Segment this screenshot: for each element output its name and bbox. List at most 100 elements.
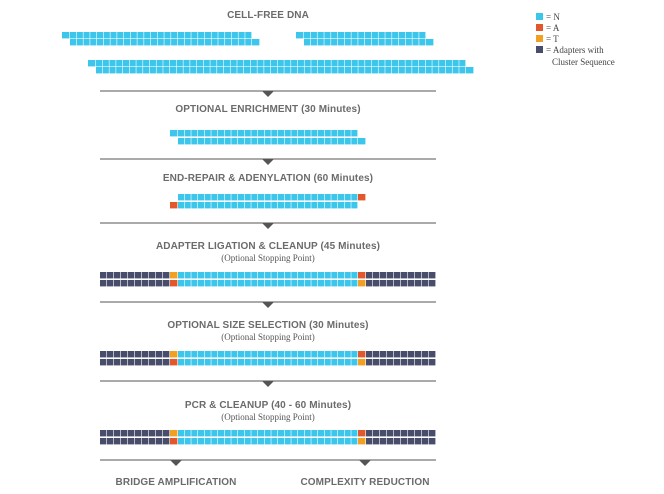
n-base-block: [459, 60, 466, 67]
n-base-block: [378, 67, 385, 74]
n-base-block: [76, 39, 83, 46]
n-base-block: [196, 60, 204, 67]
n-base-block: [237, 60, 244, 67]
adapter-block: [394, 280, 401, 287]
adapter-block: [149, 280, 156, 287]
n-base-block: [251, 351, 258, 358]
n-base-block: [351, 67, 358, 74]
n-base-block: [264, 138, 271, 145]
n-base-block: [291, 138, 298, 145]
n-base-block: [344, 138, 351, 145]
adapter-block: [135, 272, 142, 279]
adapter-block: [366, 430, 373, 437]
n-base-block: [244, 138, 251, 145]
n-base-block: [284, 194, 291, 201]
n-base-block: [190, 67, 197, 74]
n-base-block: [338, 280, 345, 287]
n-base-block: [358, 39, 365, 46]
n-base-block: [318, 202, 325, 209]
n-base-block: [331, 280, 338, 287]
n-base-block: [224, 280, 231, 287]
n-base-block: [211, 130, 218, 137]
adapter-block: [128, 430, 135, 437]
n-base-block: [204, 32, 211, 39]
n-base-block: [250, 60, 257, 67]
adapter-block: [149, 351, 156, 358]
n-base-block: [304, 272, 311, 279]
adapter-block: [422, 359, 429, 366]
n-base-block: [170, 130, 178, 137]
adapter-block: [135, 359, 142, 366]
n-base-block: [144, 39, 151, 46]
t-overhang-block: [170, 430, 178, 437]
n-base-block: [191, 359, 198, 366]
n-base-block: [203, 67, 210, 74]
n-base-block: [157, 32, 164, 39]
n-base-block: [198, 351, 205, 358]
n-base-block: [251, 138, 258, 145]
n-base-block: [191, 130, 198, 137]
divider-5: [100, 380, 436, 387]
n-base-block: [204, 138, 211, 145]
n-base-block: [231, 202, 238, 209]
adapter-block: [100, 430, 107, 437]
n-base-block: [311, 60, 318, 67]
n-base-block: [217, 67, 224, 74]
n-base-block: [70, 32, 77, 39]
n-base-block: [351, 280, 358, 287]
n-base-block: [83, 39, 90, 46]
n-base-block: [385, 67, 392, 74]
adapter-block: [163, 359, 170, 366]
n-base-block: [191, 272, 198, 279]
n-base-block: [318, 67, 325, 74]
n-base-block: [184, 202, 191, 209]
adapter-block: [387, 438, 394, 445]
adapter-block: [366, 351, 373, 358]
n-base-block: [258, 272, 265, 279]
n-base-block: [298, 280, 305, 287]
a-overhang-block: [358, 351, 366, 358]
output-bridge-amplification: BRIDGE AMPLIFICATION: [116, 477, 237, 488]
n-base-block: [184, 430, 191, 437]
legend-swatch-adapter: [536, 46, 543, 53]
arrow-down-icon: [262, 381, 274, 387]
t-overhang-block: [358, 359, 366, 366]
n-base-block: [238, 39, 245, 46]
n-base-block: [245, 32, 252, 39]
n-base-block: [96, 67, 103, 74]
adapter-block: [422, 438, 429, 445]
adapter-block: [408, 438, 415, 445]
n-base-block: [271, 430, 278, 437]
adapter-block: [373, 430, 380, 437]
n-base-block: [251, 280, 258, 287]
n-base-block: [291, 60, 298, 67]
n-base-block: [291, 430, 298, 437]
n-base-block: [398, 67, 405, 74]
n-base-block: [264, 194, 271, 201]
adapter-block: [114, 351, 121, 358]
n-base-block: [378, 60, 385, 67]
n-base-block: [425, 67, 432, 74]
n-base-block: [184, 351, 191, 358]
step-subtitle-size-selection: (Optional Stopping Point): [221, 332, 315, 342]
n-base-block: [251, 359, 258, 366]
n-base-block: [231, 39, 238, 46]
n-base-block: [76, 32, 83, 39]
divider-6: [100, 459, 436, 466]
n-base-block: [258, 202, 265, 209]
n-base-block: [392, 39, 399, 46]
adapter-block: [142, 359, 149, 366]
n-base-block: [178, 194, 185, 201]
n-base-block: [251, 430, 258, 437]
n-base-block: [291, 272, 298, 279]
t-overhang-block: [358, 280, 366, 287]
n-base-block: [171, 32, 178, 39]
n-base-block: [351, 359, 358, 366]
n-base-block: [178, 351, 185, 358]
n-base-block: [225, 39, 232, 46]
n-base-block: [117, 32, 124, 39]
n-base-block: [412, 60, 419, 67]
n-base-block: [311, 280, 318, 287]
n-base-block: [351, 351, 358, 358]
n-base-block: [270, 67, 278, 74]
